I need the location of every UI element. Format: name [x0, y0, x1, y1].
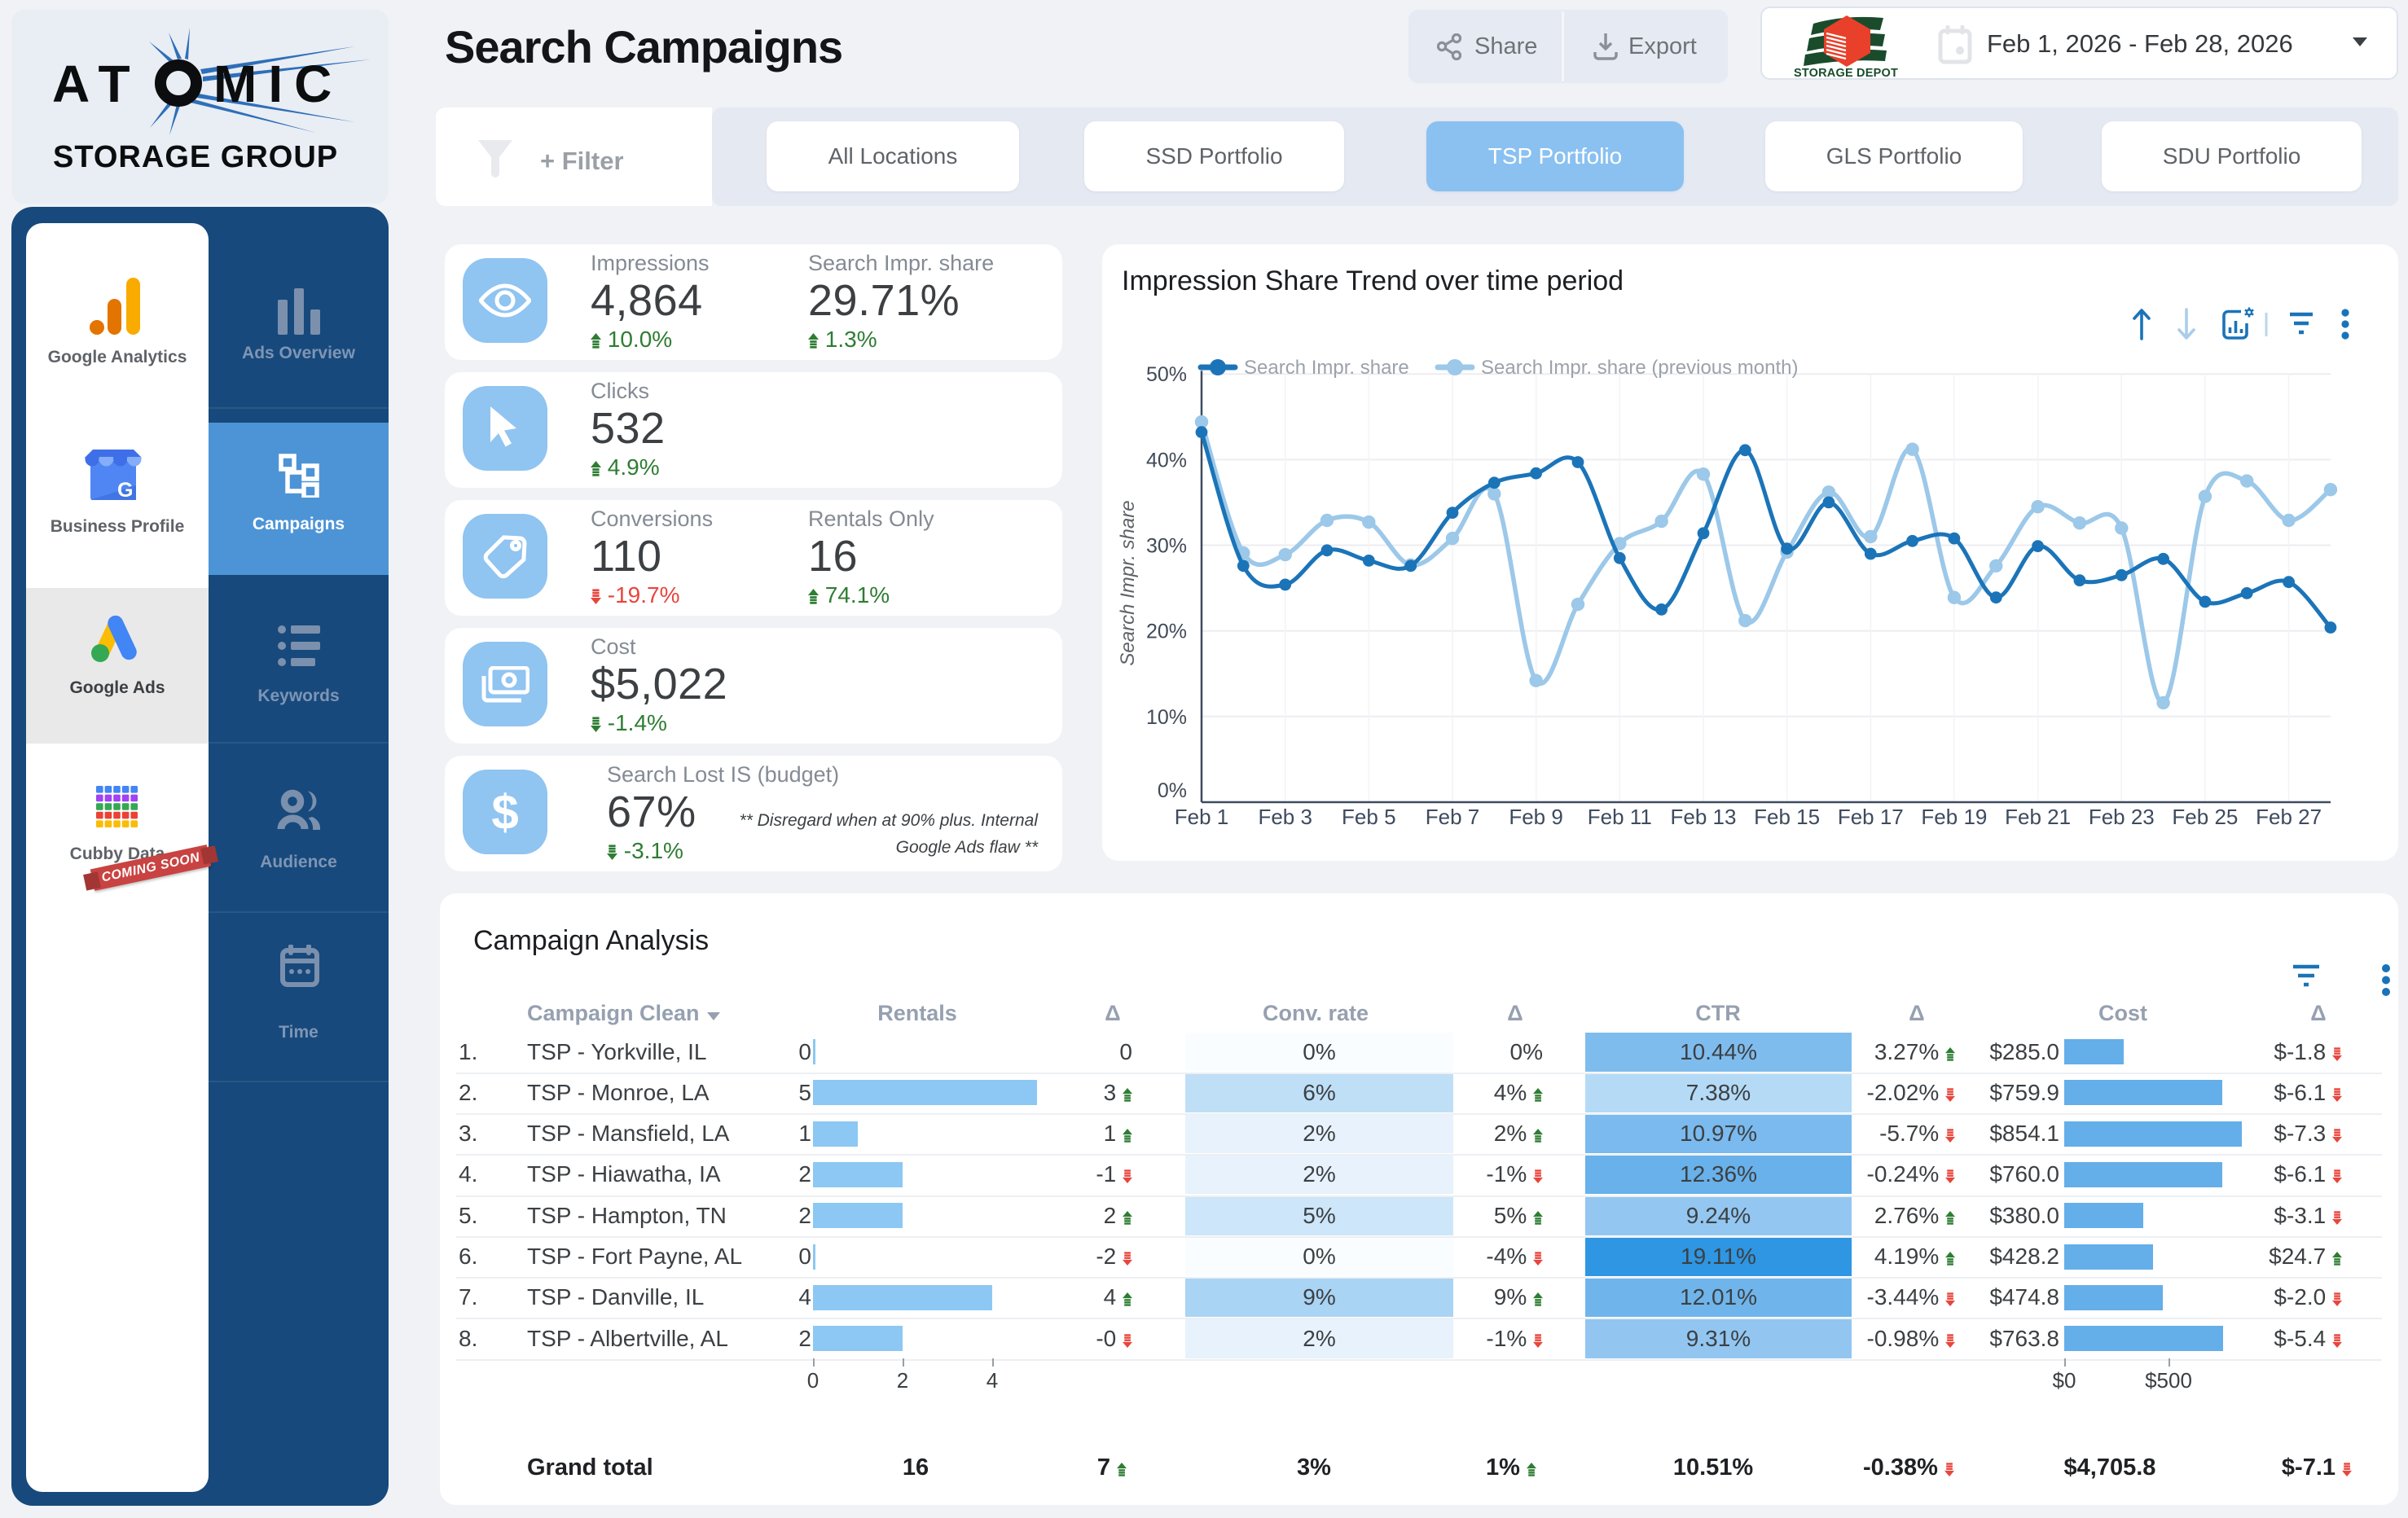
svg-text:Feb 25: Feb 25	[2172, 805, 2238, 829]
svg-text:AT: AT	[52, 55, 143, 113]
svg-text:Search Impr. share: Search Impr. share	[1117, 500, 1139, 665]
svg-text:Feb 5: Feb 5	[1342, 805, 1396, 829]
svg-text:G: G	[117, 479, 133, 502]
svg-text:STORAGE GROUP: STORAGE GROUP	[53, 140, 338, 174]
svg-text:Feb 15: Feb 15	[1754, 805, 1820, 829]
svg-text:Feb 27: Feb 27	[2256, 805, 2322, 829]
svg-text:10%: 10%	[1146, 706, 1187, 729]
svg-text:Feb 3: Feb 3	[1258, 805, 1312, 829]
svg-text:Feb 17: Feb 17	[1838, 805, 1904, 829]
svg-text:40%: 40%	[1146, 449, 1187, 472]
svg-text:0%: 0%	[1158, 779, 1187, 802]
svg-text:Search Impr. share (previous m: Search Impr. share (previous month)	[1481, 357, 1799, 379]
svg-text:30%: 30%	[1146, 535, 1187, 558]
svg-text:Feb 13: Feb 13	[1671, 805, 1737, 829]
svg-text:Feb 23: Feb 23	[2089, 805, 2155, 829]
svg-text:Feb 19: Feb 19	[1921, 805, 1987, 829]
svg-text:50%: 50%	[1146, 363, 1187, 386]
svg-text:Feb 7: Feb 7	[1426, 805, 1480, 829]
svg-text:20%: 20%	[1146, 621, 1187, 643]
svg-text:Feb 11: Feb 11	[1588, 805, 1652, 829]
svg-text:Feb 9: Feb 9	[1509, 805, 1563, 829]
svg-text:MIC: MIC	[213, 55, 343, 113]
svg-text:STORAGE DEPOT: STORAGE DEPOT	[1794, 67, 1898, 77]
svg-text:Search Impr. share: Search Impr. share	[1244, 357, 1409, 379]
svg-text:Feb 21: Feb 21	[2005, 805, 2071, 829]
svg-text:Feb 1: Feb 1	[1175, 805, 1229, 829]
